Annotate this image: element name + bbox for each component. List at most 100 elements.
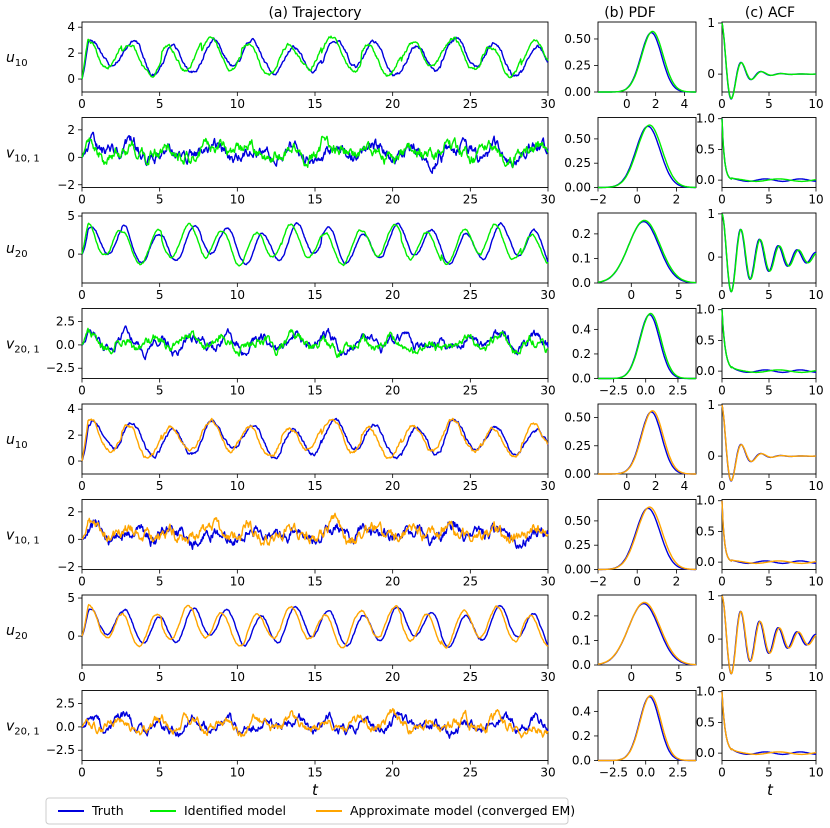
xtick-label-trajectory-2-1: 5 (156, 288, 164, 302)
trajectory-line-truth-3 (81, 325, 549, 361)
xtick-label-trajectory-0-1: 5 (156, 97, 164, 111)
xtick-label-trajectory-4-3: 15 (307, 479, 322, 493)
column-title-acf: (c) ACF (745, 5, 795, 21)
ytick-label-trajectory-6-0: 0 (67, 629, 75, 643)
xtick-label-trajectory-2-3: 15 (307, 288, 322, 302)
acf-line-identified-1 (721, 118, 817, 183)
ytick-label-pdf-2-2: 0.2 (572, 227, 591, 241)
xtick-label-trajectory-1-1: 5 (156, 193, 164, 207)
acf-line-truth-4 (721, 404, 817, 482)
axes-frame-trajectory-4 (81, 403, 549, 475)
axes-frame-acf-7 (721, 690, 817, 761)
ytick-label-pdf-2-0: 0.0 (572, 276, 591, 290)
column-title-trajectory: (a) Trajectory (268, 5, 361, 21)
xtick-label-acf-7-2: 10 (808, 766, 823, 780)
ytick-label-pdf-0-2: 0.50 (564, 32, 591, 46)
row-0: u10 0 5 10 15 20 25 30 0 2 4 0 2 4 0.00 0.25 0.50 0 5 10 0 1 (6, 16, 824, 111)
xtick-label-trajectory-7-2: 10 (230, 766, 245, 780)
ytick-label-pdf-1-2: 0.50 (564, 132, 591, 146)
row-2: u20 0 5 10 15 20 25 30 0 5 0 5 0.0 0.1 0.2 0 5 10 0 1 (6, 207, 824, 302)
ytick-label-trajectory-0-0: 0 (67, 72, 75, 86)
ytick-label-pdf-6-2: 0.2 (572, 609, 591, 623)
acf-xlabel: t (767, 781, 774, 799)
trajectory-line-identified-3 (81, 327, 549, 359)
xtick-label-pdf-7-2: 2.5 (668, 766, 687, 780)
acf-line-truth-7 (721, 691, 817, 756)
acf-line-identified-0 (721, 22, 817, 100)
ytick-label-trajectory-1-2: 2 (67, 123, 75, 137)
xtick-label-pdf-2-1: 5 (675, 288, 683, 302)
row-6: u20 0 5 10 15 20 25 30 0 5 0 5 0.0 0.1 0.2 0 5 10 0 1 (6, 589, 824, 684)
xtick-label-acf-7-1: 5 (765, 766, 773, 780)
xtick-label-pdf-3-0: −2.5 (599, 384, 628, 398)
pdf-line-approx-7 (598, 694, 696, 762)
xtick-label-trajectory-4-1: 5 (156, 479, 164, 493)
xtick-label-trajectory-1-6: 30 (540, 193, 555, 207)
legend: Truth Identified model Approximate model… (45, 797, 575, 825)
xtick-label-pdf-6-1: 5 (675, 670, 683, 684)
xtick-label-trajectory-1-5: 25 (463, 193, 478, 207)
xtick-label-trajectory-2-6: 30 (540, 288, 555, 302)
xtick-label-pdf-0-1: 2 (652, 97, 660, 111)
xtick-label-trajectory-5-4: 20 (385, 575, 400, 589)
row-7: v20, 1 0 5 10 15 20 25 30 −2.5 0.0 2.5 −2.5 0.0 2.5 0.… (6, 685, 824, 780)
ytick-label-acf-3-0: 0.0 (696, 364, 715, 378)
ytick-label-pdf-3-2: 0.4 (572, 322, 591, 336)
row-label-0: u10 (6, 50, 28, 69)
trajectory-xlabel: t (312, 781, 319, 799)
ytick-label-acf-0-0: 0 (707, 67, 715, 81)
ytick-label-pdf-4-1: 0.25 (564, 439, 591, 453)
axes-frame-acf-2 (721, 212, 817, 284)
axes-frame-pdf-4 (597, 403, 697, 475)
xtick-label-acf-2-2: 10 (808, 288, 823, 302)
xtick-label-trajectory-0-4: 20 (385, 97, 400, 111)
xtick-label-acf-1-1: 5 (765, 193, 773, 207)
xtick-label-trajectory-4-6: 30 (540, 479, 555, 493)
trajectory-line-identified-2 (81, 222, 549, 267)
trajectory-line-identified-0 (81, 35, 549, 80)
row-label-6: u20 (6, 623, 28, 642)
row-5: v10, 10 5 10 15 20 25 30−202−2 0 20.000.250.500 5… (6, 494, 824, 589)
pdf-line-truth-0 (598, 32, 696, 93)
axes-frame-pdf-7 (597, 690, 697, 761)
xtick-label-trajectory-2-2: 10 (230, 288, 245, 302)
ytick-label-pdf-6-0: 0.0 (572, 658, 591, 672)
ytick-label-acf-6-1: 1 (707, 589, 715, 603)
ytick-label-acf-7-0: 0.0 (696, 746, 715, 760)
ytick-label-pdf-5-1: 0.25 (564, 538, 591, 552)
ytick-label-acf-5-0: 0.0 (696, 555, 715, 569)
xtick-label-trajectory-6-5: 25 (463, 670, 478, 684)
xtick-label-acf-6-1: 5 (765, 670, 773, 684)
ytick-label-trajectory-4-1: 2 (67, 428, 75, 442)
ytick-label-trajectory-3-0: −2.5 (46, 361, 75, 375)
xtick-label-pdf-3-1: 0.0 (636, 384, 655, 398)
ytick-label-pdf-0-0: 0.00 (564, 85, 591, 99)
xtick-label-trajectory-7-6: 30 (540, 766, 555, 780)
xtick-label-pdf-1-1: 0 (633, 193, 641, 207)
pdf-line-truth-3 (598, 313, 696, 380)
xtick-label-acf-0-0: 0 (718, 97, 726, 111)
row-label-3: v20, 1 (6, 337, 40, 356)
ytick-label-trajectory-1-0: −2 (57, 178, 75, 192)
xtick-label-trajectory-4-5: 25 (463, 479, 478, 493)
row-label-5: v10, 1 (6, 528, 40, 547)
xtick-label-acf-6-2: 10 (808, 670, 823, 684)
ytick-label-trajectory-2-1: 5 (67, 209, 75, 223)
trajectory-line-approx-6 (81, 603, 549, 649)
acf-line-truth-0 (721, 22, 817, 100)
legend-label-identified: Identified model (184, 803, 286, 818)
ytick-label-acf-5-2: 1.0 (696, 494, 715, 508)
xtick-label-trajectory-7-5: 25 (463, 766, 478, 780)
xtick-label-acf-6-0: 0 (718, 670, 726, 684)
trajectory-line-truth-2 (81, 222, 549, 266)
ytick-label-pdf-4-2: 0.50 (564, 411, 591, 425)
legend-frame (45, 797, 569, 825)
acf-line-identified-3 (721, 309, 817, 374)
pdf-line-truth-4 (598, 411, 696, 475)
ytick-label-acf-1-1: 0.5 (696, 142, 715, 156)
ytick-label-trajectory-5-2: 2 (67, 505, 75, 519)
xtick-label-acf-7-0: 0 (718, 766, 726, 780)
acf-line-approx-5 (721, 500, 817, 565)
xtick-label-acf-2-0: 0 (718, 288, 726, 302)
